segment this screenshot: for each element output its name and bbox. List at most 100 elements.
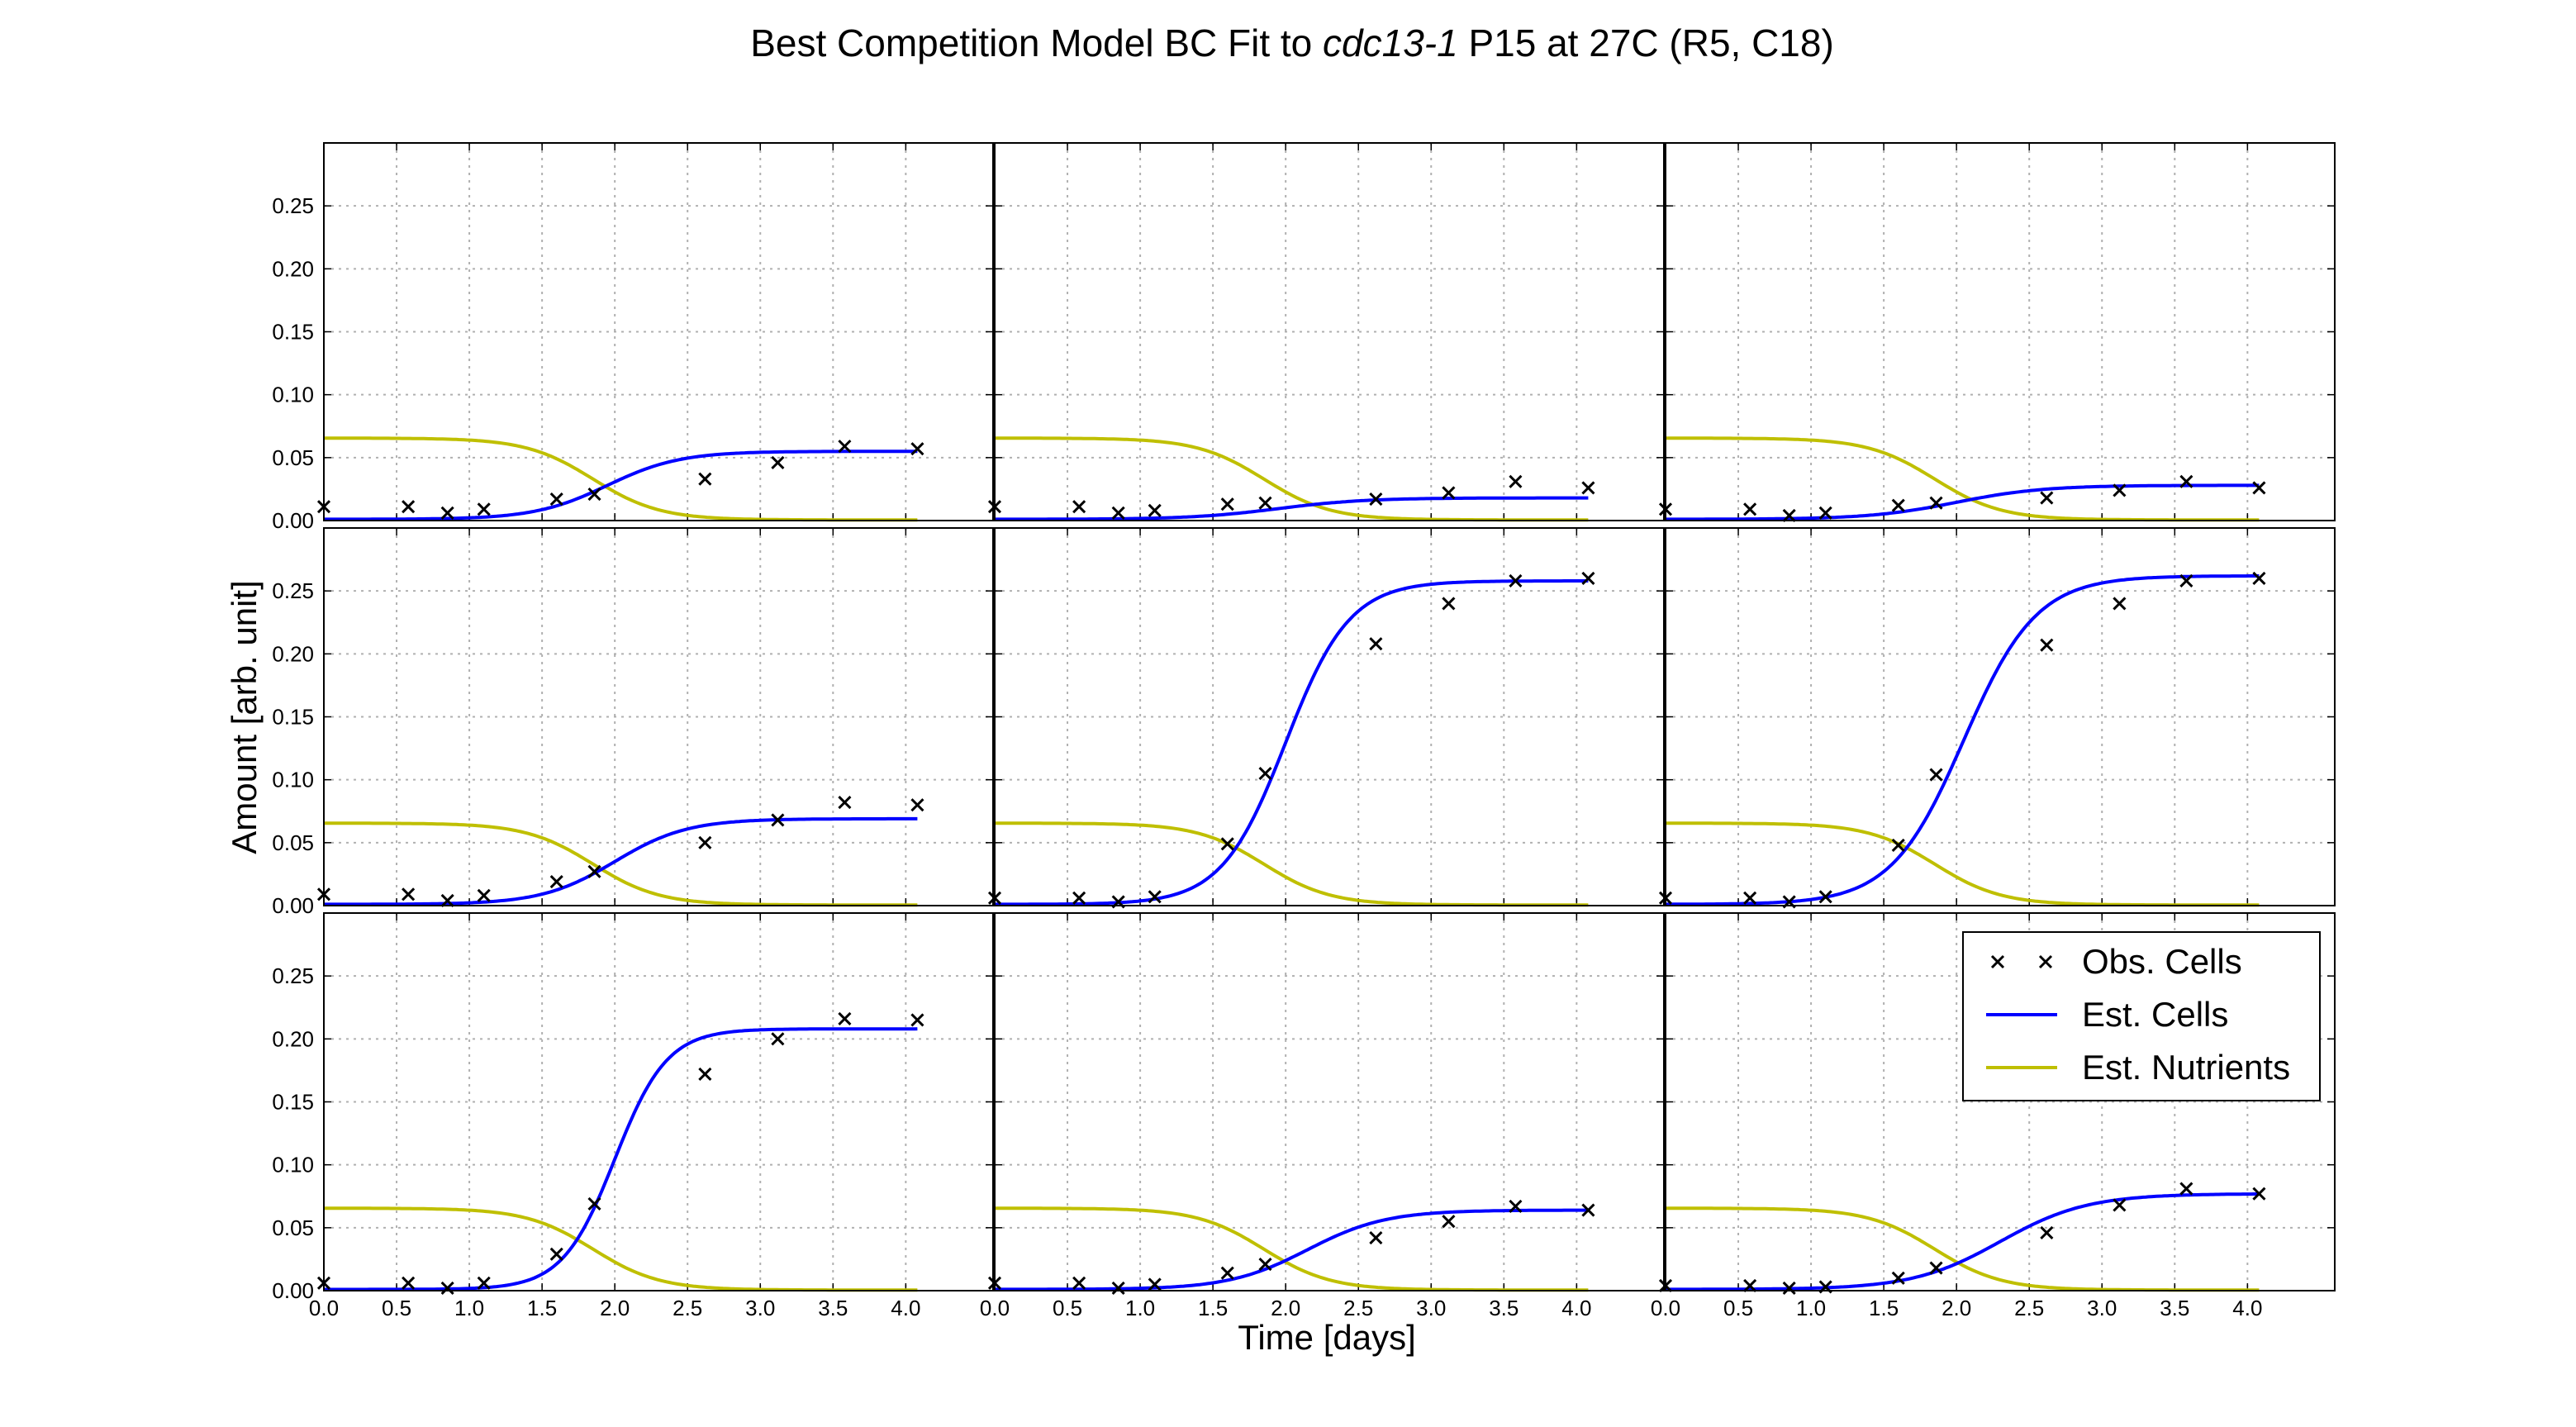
x-tick-label: 3.5 <box>818 1296 848 1320</box>
obs-cells-markers <box>1658 474 2266 522</box>
x-tick-label: 3.0 <box>2087 1296 2117 1320</box>
x-tick-label: 0.5 <box>1723 1296 1753 1320</box>
obs-cells-marker <box>549 1247 563 1261</box>
obs-cells-marker <box>698 1067 712 1082</box>
y-tick-label: 0.10 <box>272 768 314 792</box>
obs-cells-markers <box>316 440 924 520</box>
x-tick-label: 1.0 <box>1125 1296 1155 1320</box>
obs-cells-marker <box>1509 1199 1523 1214</box>
y-tick-label: 0.15 <box>272 705 314 730</box>
x-axis-label: Time [days] <box>1238 1318 1416 1357</box>
obs-cells-marker <box>1929 1261 1943 1275</box>
obs-cells-marker <box>1743 891 1757 905</box>
obs-cells-markers <box>316 1011 924 1296</box>
obs-cells-marker <box>1369 492 1383 507</box>
panel-6 <box>1658 527 2336 909</box>
obs-cells-marker <box>2179 1182 2193 1196</box>
x-tick-label: 3.0 <box>745 1296 775 1320</box>
panel-8: 0.0 0.5 1.0 1.5 2.0 2.5 3.0 3.5 4.0 <box>980 912 1665 1320</box>
x-tick-label: 0.0 <box>980 1296 1010 1320</box>
x-tick-label: 1.5 <box>1869 1296 1899 1320</box>
y-tick-label: 0.00 <box>272 1278 314 1303</box>
obs-cells-marker <box>1509 573 1523 588</box>
x-tick-label: 0.0 <box>309 1296 339 1320</box>
panel-frame <box>323 912 994 1291</box>
obs-cells-marker <box>1148 890 1162 904</box>
panel-frame <box>1665 527 2336 906</box>
est-cells-line <box>324 816 918 906</box>
obs-cells-marker <box>2252 1187 2266 1201</box>
figure-title: Best Competition Model BC Fit to cdc13-1… <box>750 21 1834 64</box>
legend-label: Obs. Cells <box>2082 942 2242 981</box>
obs-cells-marker <box>1148 1277 1162 1291</box>
x-tick-label: 3.5 <box>2160 1296 2189 1320</box>
est-cells-line <box>1666 483 2260 521</box>
panel-frame <box>1665 912 2336 1291</box>
y-tick-label: 0.15 <box>272 1090 314 1115</box>
y-tick-label: 0.05 <box>272 445 314 470</box>
obs-cells-marker <box>549 874 563 889</box>
obs-cells-marker <box>1220 1266 1234 1280</box>
est-cells-line <box>995 496 1589 521</box>
y-tick-label: 0.10 <box>272 1153 314 1177</box>
obs-cells-marker <box>1220 837 1234 851</box>
obs-cells-marker <box>2113 483 2127 497</box>
panel-frame <box>994 142 1665 521</box>
est-cells-line <box>995 579 1589 906</box>
obs-cells-marker <box>2113 597 2127 611</box>
est-cells-line <box>1666 574 2260 906</box>
obs-cells-marker <box>477 888 491 902</box>
x-tick-label: 4.0 <box>1561 1296 1591 1320</box>
obs-cells-marker <box>910 442 924 456</box>
obs-cells-marker <box>1220 497 1234 511</box>
obs-cells-marker <box>402 887 416 901</box>
y-tick-label: 0.10 <box>272 383 314 407</box>
obs-cells-marker <box>440 506 454 520</box>
x-tick-label: 0.5 <box>382 1296 411 1320</box>
x-tick-label: 3.0 <box>1416 1296 1446 1320</box>
y-tick-label: 0.25 <box>272 193 314 218</box>
obs-cells-marker <box>1072 1276 1086 1290</box>
est-cells-line <box>324 450 918 521</box>
title-suffix: P15 at 27C (R5, C18) <box>1458 21 1834 64</box>
obs-cells-marker <box>1891 498 1905 512</box>
tick-marks <box>994 143 1664 521</box>
y-tick-label: 0.25 <box>272 578 314 603</box>
panel-frame <box>994 912 1665 1291</box>
panel-grid: 0.00 0.05 0.10 0.15 0.20 0.25 0.00 0.05 0.10 0.15… <box>272 142 2336 1320</box>
obs-cells-marker <box>698 472 712 486</box>
obs-cells-marker <box>771 455 785 469</box>
obs-cells-marker <box>477 1276 491 1290</box>
tick-marks <box>323 143 993 521</box>
obs-cells-marker <box>587 487 601 502</box>
obs-cells-marker <box>2040 1225 2054 1239</box>
x-tick-label: 2.0 <box>1271 1296 1300 1320</box>
panel-5 <box>987 527 1665 909</box>
obs-cells-marker <box>1782 1281 1796 1296</box>
est-cells-line <box>324 1027 918 1291</box>
obs-cells-markers <box>1658 1182 2266 1296</box>
obs-cells-marker <box>1258 1257 1272 1272</box>
obs-cells-marker <box>440 1281 454 1296</box>
panel-1: 0.00 0.05 0.10 0.15 0.20 0.25 <box>272 142 994 533</box>
x-tick-label: 2.5 <box>673 1296 702 1320</box>
legend-label: Est. Cells <box>2082 995 2228 1034</box>
obs-cells-marker <box>477 502 491 516</box>
y-tick-label: 0.05 <box>272 830 314 855</box>
obs-cells-marker <box>1442 597 1456 611</box>
obs-cells-marker <box>2179 474 2193 488</box>
obs-cells-marker <box>1891 838 1905 852</box>
x-tick-label: 1.0 <box>454 1296 484 1320</box>
x-tick-label: 2.5 <box>2014 1296 2044 1320</box>
est-cells-line <box>995 1208 1589 1291</box>
obs-cells-marker <box>1369 1230 1383 1245</box>
x-tick-label: 4.0 <box>2232 1296 2262 1320</box>
x-tick-label: 0.5 <box>1053 1296 1082 1320</box>
obs-cells-marker <box>1442 486 1456 500</box>
y-tick-label: 0.00 <box>272 893 314 918</box>
obs-cells-marker <box>1148 503 1162 517</box>
legend-marker-icon <box>1990 954 2005 969</box>
panel-frame <box>323 142 994 521</box>
obs-cells-marker <box>1258 496 1272 510</box>
